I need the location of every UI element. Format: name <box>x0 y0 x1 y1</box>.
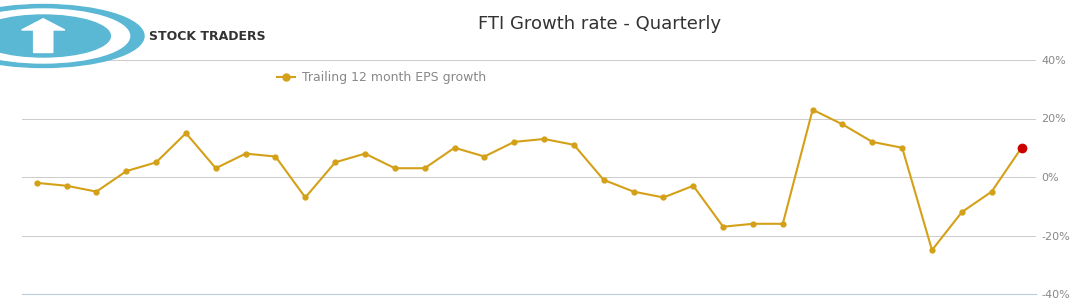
Circle shape <box>0 9 130 63</box>
Circle shape <box>0 15 110 57</box>
Circle shape <box>0 4 144 68</box>
Text: FTI Growth rate - Quarterly: FTI Growth rate - Quarterly <box>479 15 721 33</box>
FancyArrow shape <box>22 19 64 52</box>
Text: STOCK TRADERS: STOCK TRADERS <box>148 29 265 43</box>
Legend: Trailing 12 month EPS growth: Trailing 12 month EPS growth <box>272 66 491 89</box>
